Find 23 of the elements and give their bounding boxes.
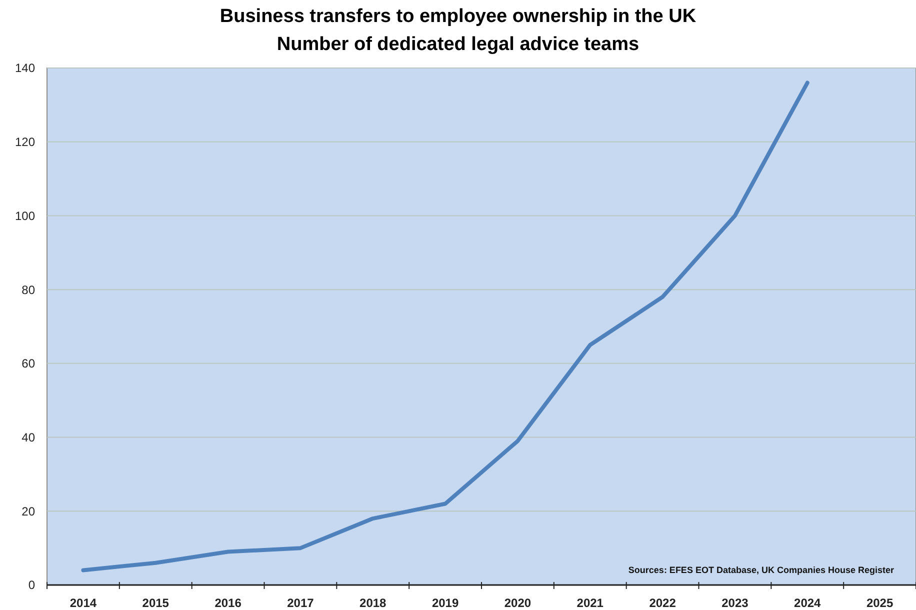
x-tick-label: 2020	[504, 596, 532, 610]
x-tick-label: 2015	[142, 596, 170, 610]
chart-title: Business transfers to employee ownership in the UK	[220, 6, 696, 27]
x-tick-label: 2025	[866, 596, 894, 610]
x-tick-label: 2022	[649, 596, 676, 610]
y-tick-label: 20	[22, 504, 36, 518]
annotation: Sources: EFES EOT Database, UK Companies House Register	[628, 565, 894, 575]
y-tick-label: 80	[22, 282, 36, 297]
y-tick-label: 100	[14, 208, 36, 223]
y-tick-label: 40	[22, 430, 36, 444]
y-tick-label: 140	[14, 61, 36, 76]
x-tick-label: 2021	[576, 596, 604, 610]
y-tick-label: 60	[22, 356, 36, 371]
x-tick-label: 2017	[287, 596, 314, 610]
chart-subtitle: Number of dedicated legal advice teams	[276, 34, 640, 55]
x-tick-label: 2024	[794, 596, 822, 610]
y-tick-label: 120	[14, 135, 36, 150]
x-tick-label: 2018	[360, 596, 387, 610]
x-tick-label: 2014	[70, 596, 97, 610]
x-tick-label: 2023	[722, 596, 749, 610]
y-tick-label: 0	[28, 578, 36, 592]
x-tick-label: 2019	[432, 596, 459, 610]
x-tick-label: 2016	[214, 596, 242, 610]
